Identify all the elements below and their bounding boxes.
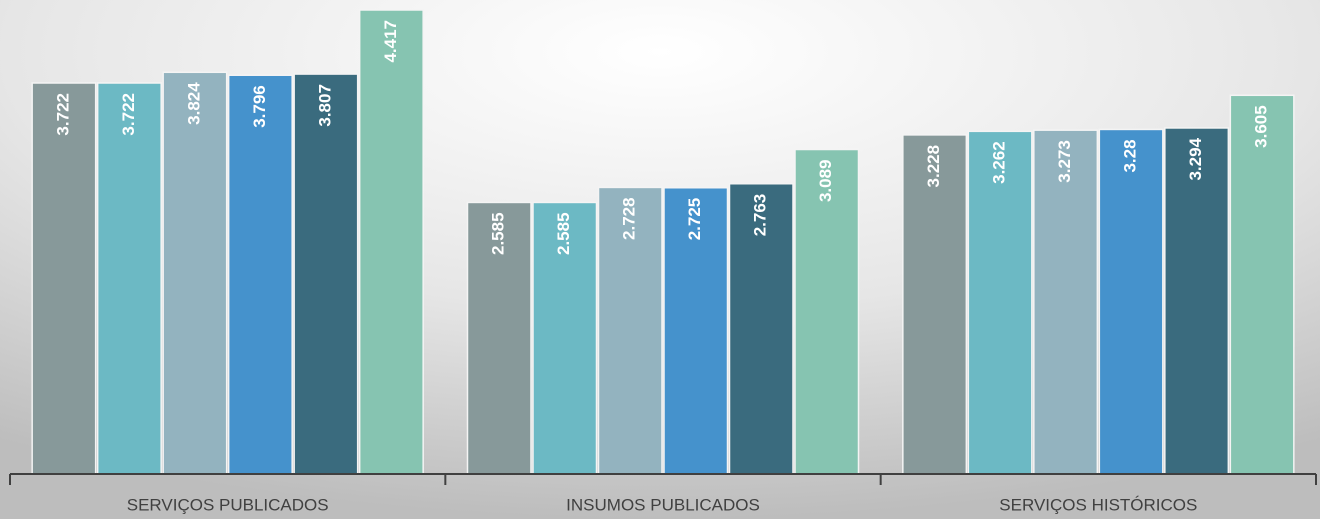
data-label: 3.824 <box>184 82 203 125</box>
data-label: 3.294 <box>1186 137 1205 180</box>
bar <box>1098 128 1164 475</box>
data-label: 3.722 <box>119 93 138 136</box>
data-label: 2.728 <box>620 197 639 240</box>
data-label: 4.417 <box>381 20 400 63</box>
bar <box>1229 94 1295 475</box>
data-label: 2.763 <box>751 194 770 237</box>
bar <box>1033 129 1099 475</box>
bar <box>31 82 97 475</box>
data-label: 3.807 <box>315 84 334 127</box>
bar <box>358 9 424 475</box>
x-tick-label: SERVIÇOS HISTÓRICOS <box>999 495 1197 514</box>
x-tick-label: SERVIÇOS PUBLICADOS <box>127 495 329 514</box>
data-label: 2.725 <box>685 198 704 241</box>
data-label: 3.228 <box>924 145 943 188</box>
data-label: 3.089 <box>816 160 835 203</box>
bar <box>162 71 228 475</box>
data-label: 3.262 <box>990 141 1009 184</box>
bar <box>597 186 663 475</box>
bar <box>227 74 293 475</box>
data-label: 3.796 <box>250 85 269 128</box>
bar <box>466 201 532 475</box>
data-label: 2.585 <box>554 212 573 255</box>
bar <box>532 201 598 475</box>
data-label: 3.28 <box>1121 139 1140 172</box>
data-label: 3.273 <box>1055 140 1074 183</box>
bar <box>902 134 968 475</box>
bar <box>96 82 162 475</box>
data-label: 3.722 <box>53 93 72 136</box>
bar <box>1164 127 1230 475</box>
bar <box>967 130 1033 475</box>
data-label: 3.605 <box>1252 105 1271 148</box>
bar <box>293 73 359 475</box>
data-label: 2.585 <box>489 212 508 255</box>
x-tick-label: INSUMOS PUBLICADOS <box>566 495 760 514</box>
